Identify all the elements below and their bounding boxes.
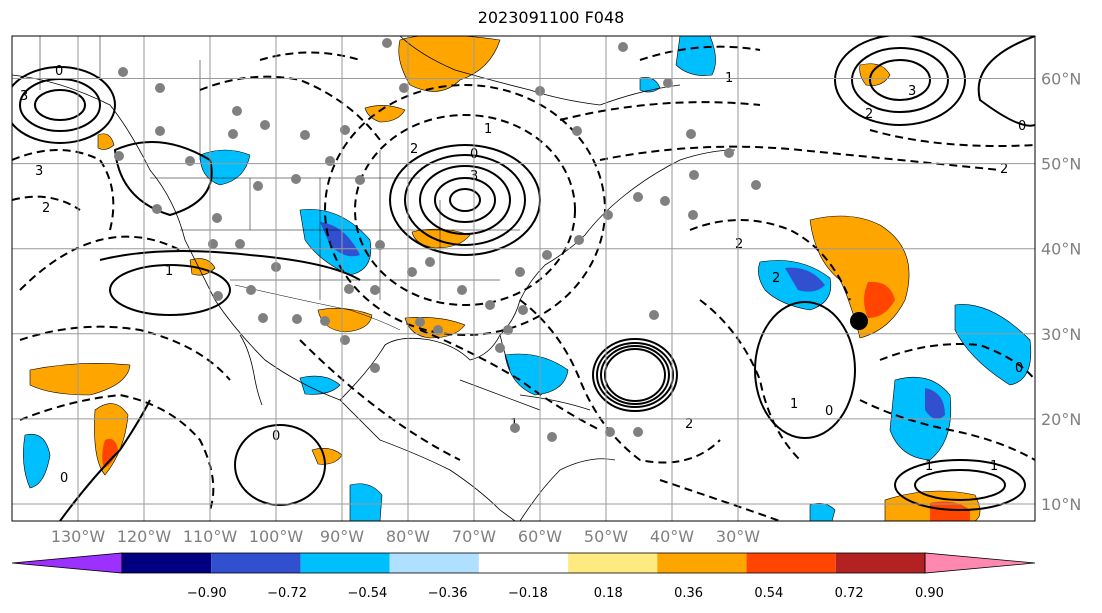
- latitude-label: 20°N: [1041, 410, 1081, 429]
- contour-label: 2: [42, 201, 50, 216]
- contour-label: 0: [825, 404, 833, 419]
- contour-label: 3: [20, 89, 28, 104]
- contour-label: 2: [1000, 162, 1008, 177]
- colorbar-tick-label: −0.18: [508, 586, 548, 601]
- map-title: 2023091100 F048: [477, 8, 625, 27]
- contour-label: 3: [35, 164, 43, 179]
- colorbar-tick-label: −0.54: [347, 586, 387, 601]
- longitude-label: 50°W: [584, 527, 628, 546]
- colorbar-bin: [389, 553, 479, 573]
- colorbar-bin: [657, 553, 747, 573]
- contour-label: 2: [865, 107, 873, 122]
- longitude-label: 120°W: [117, 527, 172, 546]
- contour-label: 2: [772, 271, 780, 286]
- shaded-anomalies: [23, 36, 1032, 521]
- contour-label: 0: [1018, 119, 1026, 134]
- contours: [12, 36, 1035, 521]
- contour-label: 1: [165, 264, 173, 279]
- longitude-label: 70°W: [452, 527, 496, 546]
- graticule: [12, 36, 1035, 521]
- colorbar-bin: [211, 553, 301, 573]
- colorbar-tick-label: −0.72: [267, 586, 307, 601]
- colorbar-tick-label: −0.36: [428, 586, 468, 601]
- longitude-label: 100°W: [249, 527, 304, 546]
- contour-label: 1: [790, 397, 798, 412]
- longitude-labels: 130°W 120°W 110°W 100°W 90°W 80°W 70°W 60°W 50°W…: [51, 527, 760, 546]
- latitude-label: 30°N: [1041, 325, 1081, 344]
- colorbar-extend-low: [11, 552, 123, 574]
- colorbar-bin: [568, 553, 658, 573]
- storm-center-marker: [850, 312, 868, 330]
- longitude-label: 90°W: [320, 527, 364, 546]
- contour-label: 2: [735, 237, 743, 252]
- contour-label: 1: [484, 122, 492, 137]
- contour-label: 1: [925, 459, 933, 474]
- contour-label: 3: [908, 84, 916, 99]
- colorbar-tick-label: 0.36: [674, 586, 703, 601]
- contour-label: 0: [1015, 361, 1023, 376]
- longitude-label: 110°W: [183, 527, 238, 546]
- colorbar-frame: [121, 552, 926, 574]
- latitude-label: 60°N: [1041, 70, 1081, 89]
- contour-label: 0: [55, 64, 63, 79]
- longitude-label: 130°W: [51, 527, 106, 546]
- map-frame: [11, 35, 1036, 522]
- colorbar-bin: [835, 553, 925, 573]
- colorbar-tick-label: 0.18: [594, 586, 623, 601]
- longitude-label: 80°W: [386, 527, 430, 546]
- contour-label: 1: [990, 459, 998, 474]
- contour-label: 2: [410, 142, 418, 157]
- longitude-label: 30°W: [716, 527, 760, 546]
- colorbar-bin: [122, 553, 212, 573]
- colorbar-tick-label: 0.54: [754, 586, 783, 601]
- longitude-label: 40°W: [650, 527, 694, 546]
- contour-label: 0: [60, 471, 68, 486]
- colorbar-bin: [478, 553, 569, 573]
- colorbar-bin: [300, 553, 390, 573]
- colorbar-bin: [746, 553, 836, 573]
- colorbar-extend-high: [924, 552, 1036, 574]
- borders: [39, 36, 520, 331]
- latitude-label: 10°N: [1041, 495, 1081, 514]
- latitude-labels: 10°N 20°N 30°N 40°N 50°N 60°N: [1041, 70, 1081, 514]
- colorbar-tick-label: 0.72: [835, 586, 864, 601]
- latitude-label: 50°N: [1041, 155, 1081, 174]
- colorbar: −0.90 −0.72 −0.54 −0.36 −0.18 0.18 0.36 0.54 0.7…: [11, 552, 1036, 601]
- latitude-label: 40°N: [1041, 240, 1081, 259]
- longitude-label: 60°W: [518, 527, 562, 546]
- colorbar-tick-label: 0.90: [915, 586, 944, 601]
- colorbar-tick-label: −0.90: [187, 586, 227, 601]
- contour-label: 2: [685, 417, 693, 432]
